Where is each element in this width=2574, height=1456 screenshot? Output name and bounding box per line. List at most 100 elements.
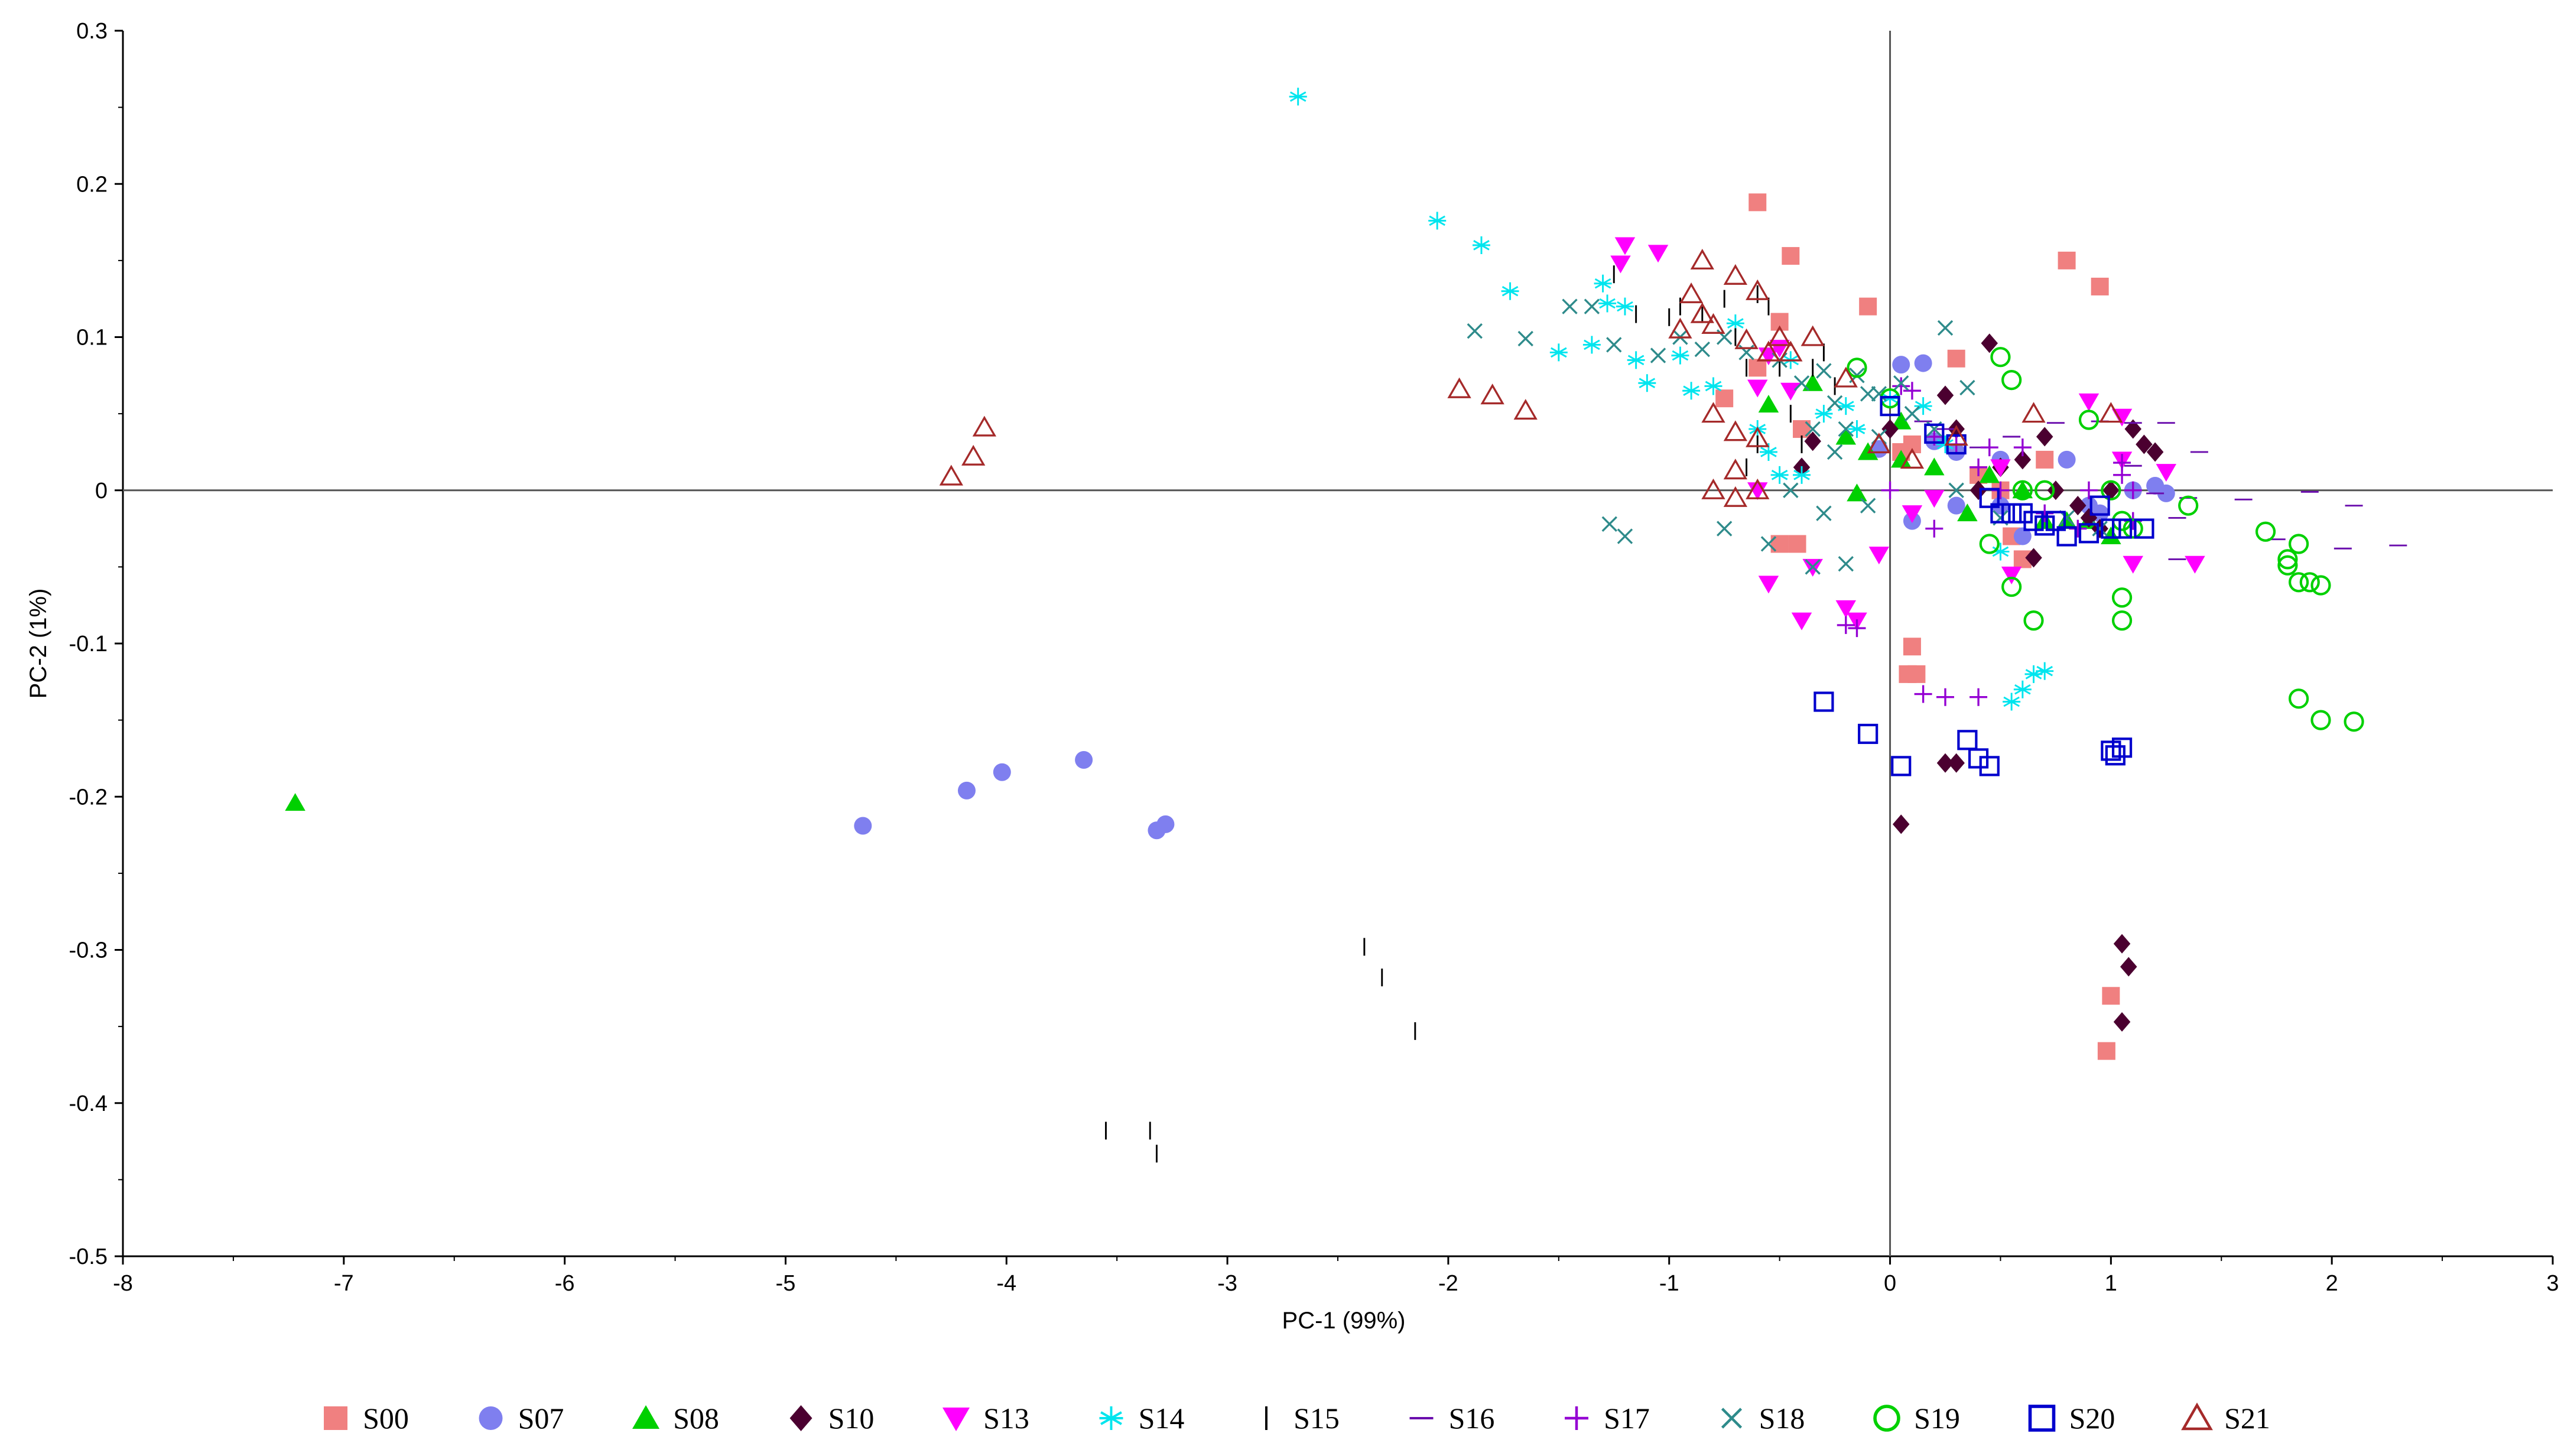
data-point: [1838, 556, 1854, 572]
data-point: [1936, 753, 1954, 773]
data-point: [2034, 480, 2055, 500]
data-point: [2089, 495, 2110, 516]
data-point: [961, 444, 986, 466]
x-tick-label: -5: [776, 1271, 796, 1296]
data-point: [1979, 488, 2000, 508]
legend-item-s21: S21: [2181, 1402, 2270, 1435]
data-point: [2034, 515, 2055, 536]
data-point: [1562, 298, 1578, 314]
data-point: [1467, 323, 1483, 339]
data-point: [1549, 343, 1568, 362]
legend-item-s19: S19: [1873, 1402, 1960, 1435]
data-point: [1800, 325, 1825, 346]
data-point: [1848, 619, 1866, 638]
legend-label: S10: [828, 1402, 875, 1435]
data-point: [2045, 511, 2066, 531]
legend-marker: [789, 1405, 812, 1431]
legend-label: S15: [1294, 1402, 1340, 1435]
data-point: [2036, 662, 2054, 680]
data-point: [1847, 483, 1867, 502]
series-s13: [1610, 237, 2205, 630]
x-tick-label: 3: [2546, 1271, 2559, 1296]
legend-item-s08: S08: [632, 1402, 719, 1435]
legend-marker: [1565, 1406, 1588, 1430]
data-point: [285, 793, 306, 811]
legend-label: S14: [1139, 1402, 1185, 1435]
data-points: [285, 87, 2407, 1163]
data-point: [1780, 382, 1801, 401]
data-point: [1647, 245, 1669, 263]
data-point: [1606, 337, 1622, 353]
data-point: [1734, 328, 1759, 349]
x-tick-label: 1: [2105, 1271, 2117, 1296]
data-point: [1904, 405, 1920, 422]
data-point: [2113, 1012, 2131, 1032]
data-point: [1767, 325, 1792, 346]
data-point: [1835, 427, 1857, 445]
data-point: [1970, 480, 1987, 500]
data-point: [1723, 459, 1748, 480]
y-tick-label: 0.2: [76, 172, 108, 197]
data-point: [1756, 340, 1781, 362]
series-s00: [1715, 193, 2120, 1060]
x-tick-label: 2: [2326, 1271, 2338, 1296]
y-tick-label: -0.3: [69, 938, 108, 963]
legend-label: S17: [1604, 1402, 1650, 1435]
data-point: [2113, 466, 2131, 484]
data-point: [1616, 297, 1634, 316]
data-point: [2078, 393, 2100, 411]
data-point: [1805, 559, 1821, 575]
data-point: [1871, 386, 1887, 402]
legend-label: S18: [1759, 1402, 1805, 1435]
data-point: [1770, 466, 1789, 484]
data-point: [1970, 688, 1988, 706]
data-point: [2123, 518, 2143, 539]
legend-label: S20: [2069, 1402, 2115, 1435]
legend-item-s10: S10: [789, 1402, 875, 1435]
data-point: [2012, 480, 2033, 499]
data-point: [1747, 379, 1768, 398]
x-tick-label: -4: [996, 1271, 1016, 1296]
data-point: [1914, 397, 1932, 415]
data-point: [2113, 934, 2131, 954]
series-s20: [1814, 396, 2154, 776]
data-point: [1690, 302, 1714, 323]
data-point: [1582, 336, 1601, 354]
legend-item-s18: S18: [1721, 1402, 1805, 1435]
data-point: [1601, 516, 1617, 532]
data-point: [1716, 521, 1733, 537]
data-point: [1947, 496, 1965, 515]
x-axis-title: PC-1 (99%): [1282, 1308, 1406, 1334]
data-point: [2013, 527, 2032, 545]
data-point: [1907, 665, 1926, 683]
data-point: [1480, 384, 1504, 405]
y-tick-label: -0.1: [69, 632, 108, 656]
y-tick-label: 0.1: [76, 326, 108, 350]
data-point: [2255, 521, 2276, 542]
series-s08: [285, 373, 2121, 811]
data-point: [1759, 443, 1777, 461]
data-point: [2123, 555, 2143, 574]
data-point: [2289, 534, 2309, 554]
data-point: [1701, 313, 1725, 334]
data-point: [1501, 282, 1519, 300]
data-point: [2078, 410, 2100, 430]
data-point: [2299, 572, 2320, 593]
data-point: [1668, 317, 1692, 339]
data-point: [1617, 528, 1633, 544]
data-point: [2091, 277, 2109, 295]
data-point: [1924, 423, 1945, 444]
data-point: [1925, 519, 1944, 538]
x-ticks: -8 -7 -6 -5 -4 -3 -2 -1 0 1 2 3: [113, 1256, 2559, 1296]
data-point: [1289, 87, 1307, 106]
data-point: [1826, 395, 1843, 411]
data-point: [2101, 740, 2121, 761]
x-tick-label: -7: [334, 1271, 354, 1296]
data-point: [1892, 356, 1910, 374]
data-point: [1990, 347, 2011, 368]
legend-item-s17: S17: [1565, 1402, 1650, 1435]
data-point: [1748, 193, 1767, 212]
x-tick-label: -3: [1217, 1271, 1237, 1296]
data-point: [1924, 490, 1945, 508]
series-s21: [939, 249, 2123, 507]
